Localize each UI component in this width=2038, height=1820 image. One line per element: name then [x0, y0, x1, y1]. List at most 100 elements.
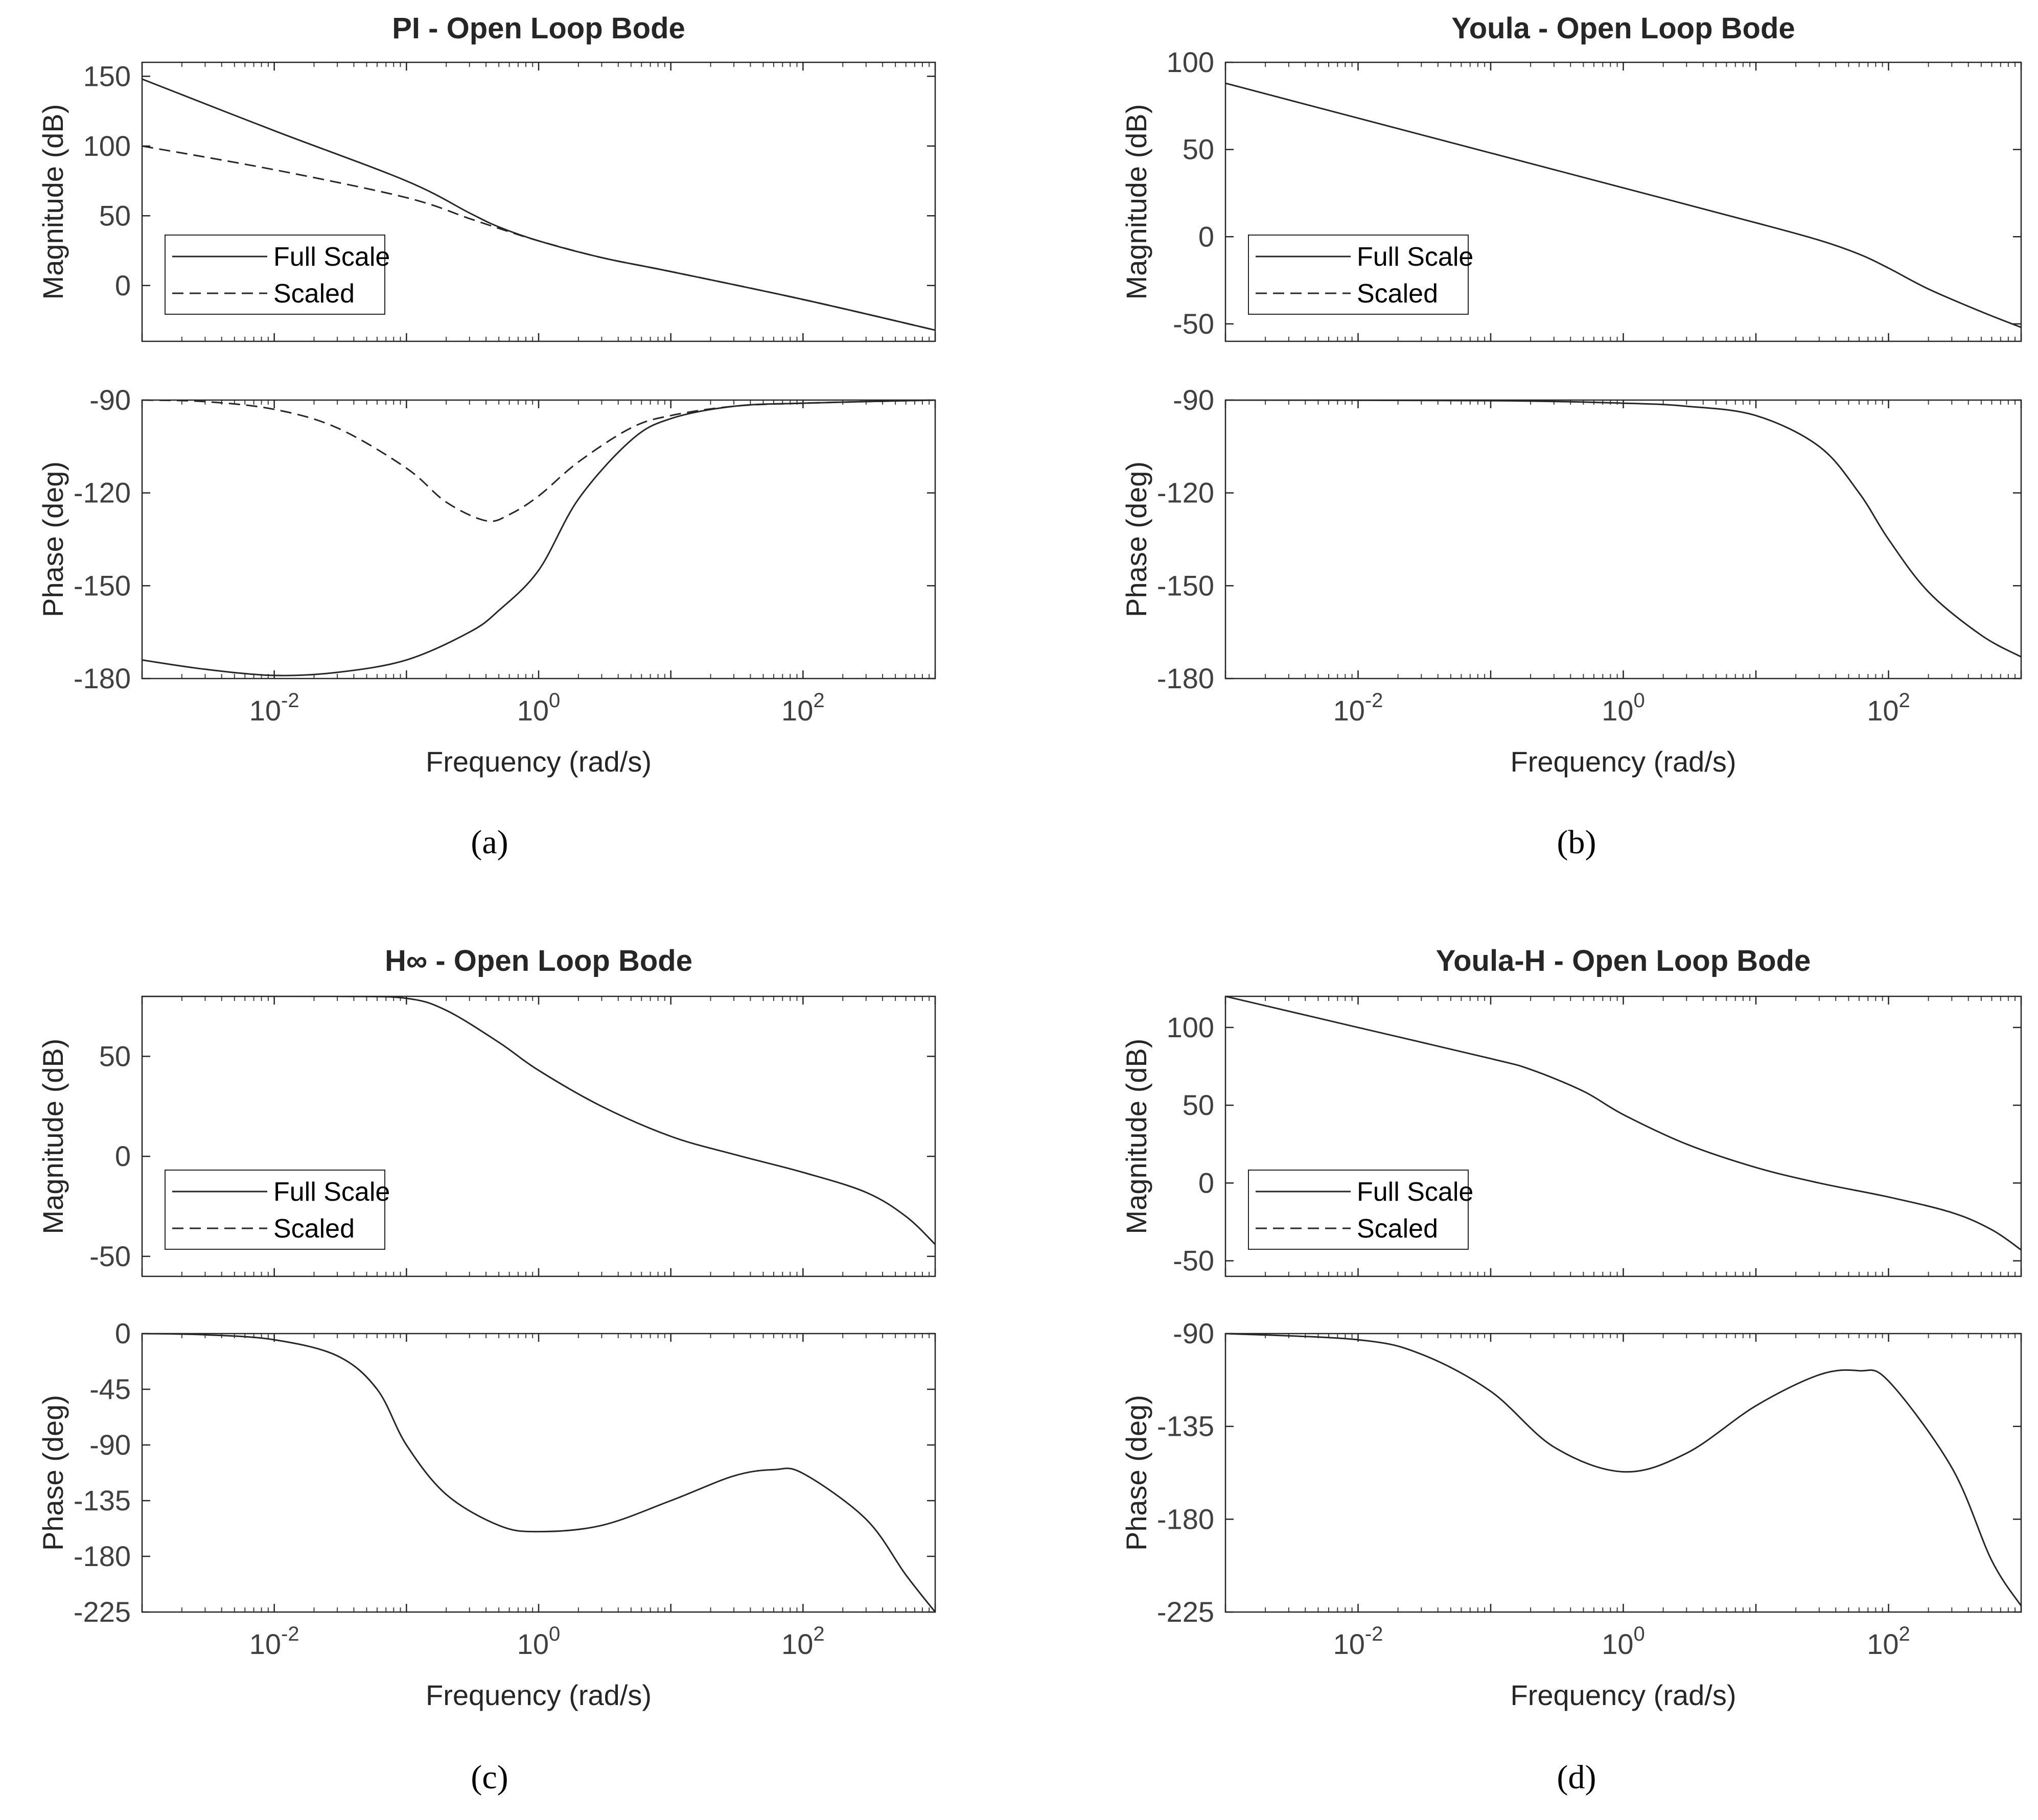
series-full-scale-line: [1225, 1334, 2021, 1606]
y-tick-label: -90: [1173, 384, 1214, 416]
series-group: [1225, 400, 2021, 658]
phase-panel: -180 -150 -120 -90 Phase (deg): [37, 384, 936, 694]
y-axis-label: Magnitude (dB): [37, 1039, 69, 1234]
chart-b: Youla - Open Loop Bode-50050100Magnitude…: [1120, 12, 2022, 861]
y-tick-label: 50: [1183, 1089, 1214, 1121]
series-scaled-line: [142, 400, 935, 522]
axes-box: [141, 995, 936, 1277]
series-full-scale-line: [142, 400, 935, 676]
phase-panel: -225 -180 -135 -90 Phase (deg): [1120, 1317, 2022, 1628]
series-full-scale-line: [142, 1334, 935, 1612]
legend-entry: Scaled: [1357, 279, 1438, 309]
x-tick-label: 10-2: [1333, 689, 1383, 727]
legend-entry: Full Scale: [1357, 1177, 1473, 1207]
phase-panel: -180 -150 -120 -90 Phase (deg): [1120, 384, 2022, 694]
x-tick-exponent: -2: [281, 1623, 299, 1645]
x-tick-exponent: -2: [1365, 689, 1383, 712]
legend-entry: Scaled: [273, 1214, 355, 1244]
y-tick-label: -225: [74, 1596, 131, 1628]
chart-c: H∞ - Open Loop Bode -50 0 50 Magnitude (dB) F…: [37, 944, 936, 1796]
y-tick-label: 150: [83, 60, 131, 92]
subfigure-caption: (b): [1557, 824, 1596, 861]
legend: Full Scale Scaled: [165, 235, 390, 315]
legend-box: [165, 1170, 385, 1250]
series-group: [1225, 1334, 2021, 1606]
magnitude-panel: -50 0 50 Magnitude (dB) Full Scale Scaled: [37, 995, 936, 1277]
x-tick-base: 10: [1602, 694, 1633, 727]
y-tick-label: 0: [115, 1140, 131, 1172]
x-tick-base: 10: [1333, 1628, 1365, 1660]
y-tick-label: 50: [99, 1040, 131, 1072]
x-tick-exponent: 0: [549, 689, 560, 712]
y-tick-label: -50: [89, 1240, 131, 1272]
y-tick-label: 0: [115, 269, 131, 301]
y-tick-label: -180: [1157, 1503, 1214, 1535]
y-axis-label: Phase (deg): [1120, 1395, 1152, 1551]
x-tick-base: 10: [249, 1628, 281, 1660]
series-full-scale-line: [142, 996, 935, 1245]
series-group: [142, 400, 935, 676]
x-tick-base: 10: [517, 694, 549, 727]
y-tick-label: -50: [1173, 1245, 1214, 1277]
x-tick-exponent: -2: [281, 689, 299, 712]
y-tick-label: 0: [1198, 1166, 1214, 1199]
legend: Full Scale Scaled: [1248, 235, 1473, 315]
series-full-scale-line: [1225, 400, 2021, 658]
x-tick-label: 10-2: [249, 1623, 299, 1660]
y-tick-label: -135: [74, 1484, 131, 1516]
subfigure-caption: (a): [471, 824, 508, 861]
legend-entry: Full Scale: [273, 242, 390, 272]
y-tick-label: 50: [99, 199, 131, 231]
series-group: [142, 78, 935, 331]
x-tick-base: 10: [1867, 1628, 1898, 1660]
y-axis-label: Magnitude (dB): [1120, 104, 1152, 300]
y-tick-label: -150: [1157, 569, 1214, 601]
x-tick-base: 10: [781, 1628, 813, 1660]
series-group: [142, 1334, 935, 1612]
axes-box: [1224, 61, 2022, 342]
y-tick-label: -90: [89, 384, 131, 416]
y-tick-label: 100: [1167, 46, 1214, 78]
legend-box: [165, 235, 385, 315]
y-axis-label: Magnitude (dB): [1120, 1039, 1152, 1234]
magnitude-panel: -50 0 50 100 Magnitude (dB) Full Scale Scaled: [1120, 995, 2022, 1277]
legend: Full Scale Scaled: [1248, 1170, 1473, 1250]
x-tick-label: 102: [1867, 689, 1910, 727]
axes-box: [1224, 1333, 2022, 1613]
y-tick-label: -120: [1157, 477, 1214, 509]
axes-box: [1224, 399, 2022, 680]
legend: Full Scale Scaled: [165, 1170, 390, 1250]
x-tick-exponent: 0: [1634, 689, 1645, 712]
y-tick-label: 50: [1183, 133, 1214, 166]
series-group: [142, 996, 935, 1245]
legend-entry: Full Scale: [1357, 242, 1473, 272]
y-tick-label: 100: [83, 130, 131, 162]
subfigure-caption: (d): [1557, 1759, 1596, 1796]
x-tick-label: 100: [517, 689, 561, 727]
legend-entry: Scaled: [1357, 1214, 1438, 1244]
x-tick-label: 100: [517, 1623, 561, 1660]
x-tick-base: 10: [781, 694, 813, 727]
y-axis-label: Phase (deg): [1120, 461, 1152, 617]
x-tick-base: 10: [517, 1628, 549, 1660]
x-axis-label: Frequency (rad/s): [426, 1679, 652, 1711]
y-tick-label: -135: [1157, 1410, 1214, 1442]
x-axis-label: Frequency (rad/s): [426, 745, 652, 778]
y-tick-label: -150: [74, 569, 131, 601]
series-scaled-line: [142, 145, 935, 331]
series-group: [1225, 82, 2021, 329]
series-full-scale-line: [1225, 996, 2021, 1251]
x-tick-label: 10-2: [1333, 1623, 1383, 1660]
x-tick-label: 102: [1867, 1623, 1910, 1660]
y-tick-label: -50: [1173, 308, 1214, 340]
y-tick-label: -120: [74, 477, 131, 509]
y-tick-label: -180: [1157, 662, 1214, 694]
y-tick-label: -90: [1173, 1317, 1214, 1349]
legend-entry: Scaled: [273, 279, 355, 309]
y-tick-label: -180: [74, 662, 131, 694]
chart-title: H∞ - Open Loop Bode: [385, 944, 692, 977]
y-tick-label: -180: [74, 1540, 131, 1572]
y-axis-label: Phase (deg): [37, 1395, 69, 1551]
x-tick-label: 10-2: [249, 689, 299, 727]
